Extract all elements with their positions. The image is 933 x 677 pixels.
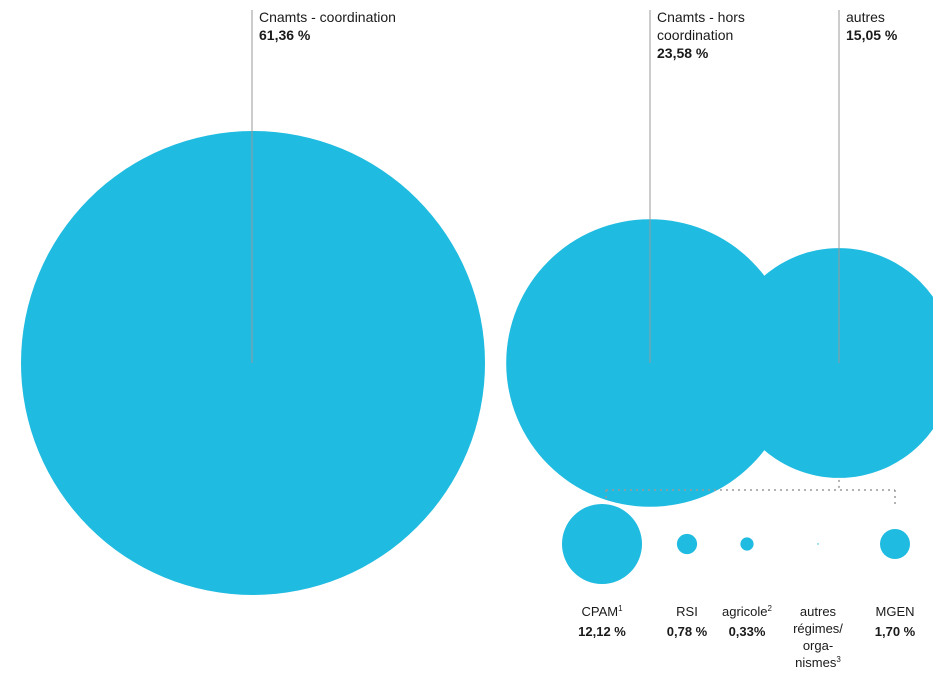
- bubble-agricole: [740, 537, 754, 551]
- bubble-autres: [724, 248, 933, 478]
- label-rsi-value: 0,78 %: [667, 624, 708, 639]
- bubble-coord: [21, 131, 485, 595]
- label-agricole-name: agricole2: [722, 604, 773, 619]
- label-autres-name: autres: [846, 9, 885, 25]
- label-hors-name: coordination: [657, 27, 733, 43]
- footnote-marker-autres-regimes: 3: [836, 655, 841, 664]
- label-autres-regimes-name: orga-: [803, 638, 833, 653]
- label-mgen-name: MGEN: [876, 604, 915, 619]
- label-autres-regimes-name: régimes/: [793, 621, 843, 636]
- label-agricole-value: 0,33%: [729, 624, 766, 639]
- bubble-rsi: [676, 533, 698, 555]
- label-coord-value: 61,36 %: [259, 27, 311, 43]
- label-autres-value: 15,05 %: [846, 27, 898, 43]
- footnote-marker-cpam: 1: [618, 604, 623, 613]
- bubble-autres-regimes: [817, 543, 819, 545]
- label-autres-regimes-name: autres: [800, 604, 837, 619]
- label-autres-regimes-name: nismes3: [795, 655, 841, 670]
- label-hors-name: Cnamts - hors: [657, 9, 745, 25]
- bubble-mgen: [880, 529, 910, 559]
- footnote-marker-agricole: 2: [768, 604, 773, 613]
- label-hors-value: 23,58 %: [657, 45, 709, 61]
- label-rsi-name: RSI: [676, 604, 698, 619]
- bubble-cpam: [562, 504, 642, 584]
- label-mgen-value: 1,70 %: [875, 624, 916, 639]
- label-coord-name: Cnamts - coordination: [259, 9, 396, 25]
- label-cpam-value: 12,12 %: [578, 624, 626, 639]
- label-cpam-name: CPAM1: [581, 604, 623, 619]
